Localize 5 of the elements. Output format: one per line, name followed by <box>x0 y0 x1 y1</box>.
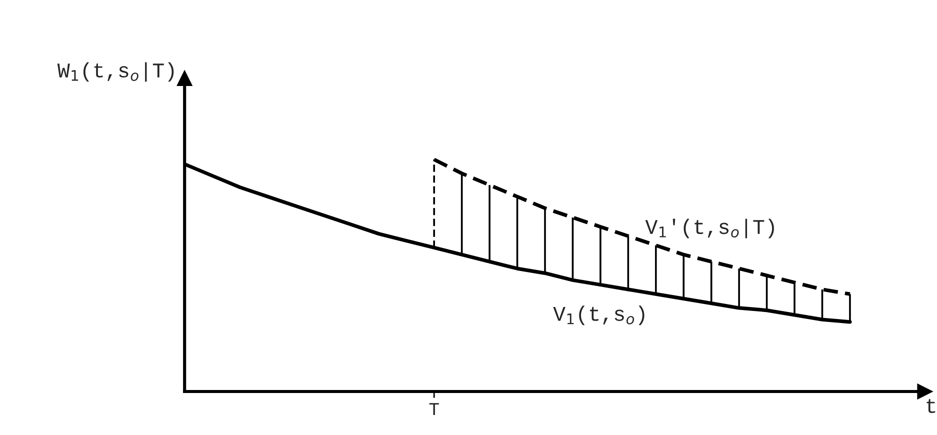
y-axis-title: W$_{1}$(t,s$_{o}$|T) <box>57 62 174 82</box>
x-axis-title: t <box>926 398 936 414</box>
text: T <box>429 403 439 416</box>
legend-label: V$_{1}$(t,s$_{o}$) <box>553 306 644 326</box>
series-label: V$_{1}$'(t,s$_{o}$|T) <box>645 218 774 238</box>
